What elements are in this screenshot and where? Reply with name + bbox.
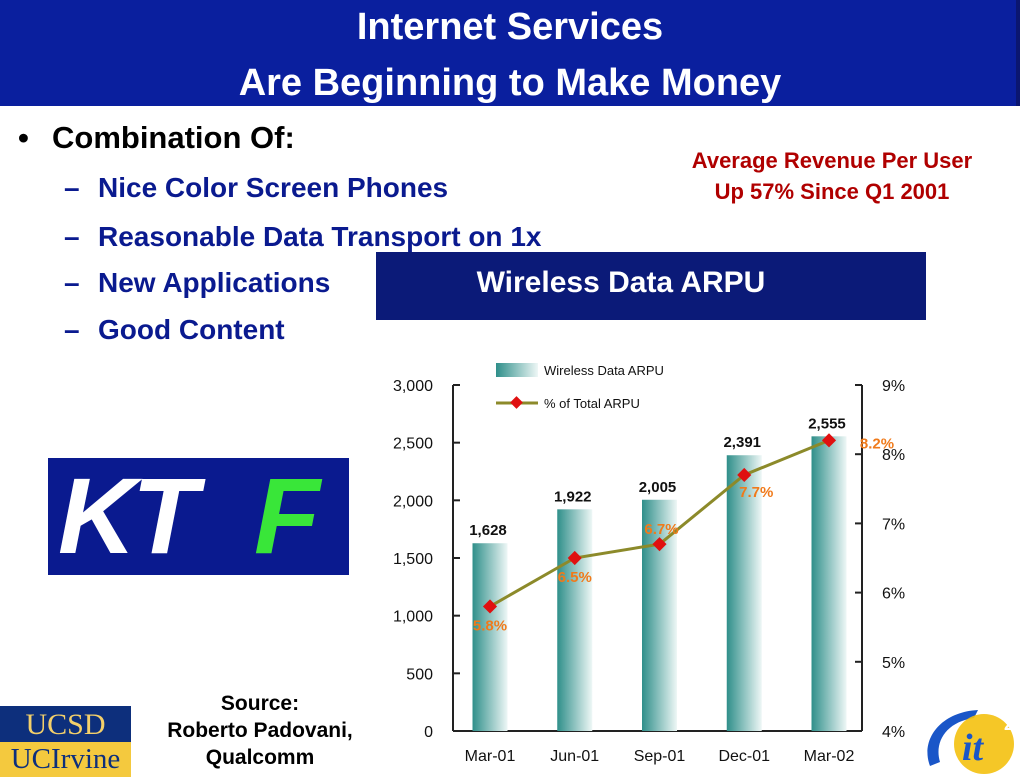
chart-banner: Wireless Data ARPU (376, 252, 926, 320)
bar-value-label: 2,391 (723, 434, 761, 451)
pct-value-label: 5.8% (473, 617, 507, 634)
slide-title-line2: Are Beginning to Make Money (238, 62, 782, 104)
y-tick-label-right: 9% (882, 378, 905, 395)
y-tick-label-left: 1,500 (393, 551, 433, 568)
pct-value-label: 7.7% (739, 484, 773, 501)
it2-circle-icon (954, 714, 1014, 774)
sub-bullet-text: New Applications (98, 267, 331, 298)
x-tick-label: Jun-01 (550, 748, 599, 765)
y-tick-label-right: 8% (882, 447, 905, 464)
source-line3: Qualcomm (205, 746, 315, 769)
y-tick-label-right: 5% (882, 655, 905, 672)
bar-value-label: 2,005 (639, 479, 677, 496)
ucirvine-logo: UCIrvine (0, 742, 131, 777)
it2-swoosh-icon (927, 710, 978, 766)
bar-value-label: 1,922 (554, 488, 592, 505)
ktf-logo: KT F (48, 458, 349, 575)
source-credit: Source: Roberto Padovani, Qualcomm (130, 690, 390, 771)
pct-value-label: 6.5% (558, 569, 592, 586)
slide-title-line1: Internet Services (356, 6, 664, 48)
y-tick-label-left: 3,000 (393, 378, 433, 395)
sub-bullet-text: Nice Color Screen Phones (98, 172, 449, 203)
y-tick-label-right: 7% (882, 516, 905, 533)
y-tick-label-left: 2,000 (393, 493, 433, 510)
arpu-note-line1: Average Revenue Per User (691, 148, 973, 173)
sub-bullet-dash: – (64, 221, 80, 252)
pct-point (652, 537, 667, 552)
pct-point (482, 599, 498, 614)
sub-bullet-dash: – (64, 267, 80, 298)
bar (557, 509, 593, 731)
bar-value-label: 2,555 (808, 415, 846, 432)
bar (472, 543, 508, 731)
sub-bullet-text: Good Content (98, 314, 285, 345)
title-bar: Internet Services Are Beginning to Make … (0, 0, 1020, 106)
y-tick-label-left: 500 (406, 666, 433, 683)
pct-point (821, 433, 837, 448)
x-tick-label: Dec-01 (718, 748, 770, 765)
legend-label-line: % of Total ARPU (544, 396, 640, 411)
it2-text: it (962, 727, 985, 769)
source-line1: Source: (220, 692, 300, 715)
bar-value-label: 1,628 (469, 522, 507, 539)
arpu-note-line2: Up 57% Since Q1 2001 (714, 179, 950, 204)
sub-bullet-dash: – (64, 314, 80, 345)
arpu-note: Average Revenue Per User Up 57% Since Q1… (640, 145, 1024, 207)
bullet-dot: • (18, 120, 29, 155)
bar (811, 436, 847, 731)
x-tick-label: Sep-01 (634, 748, 686, 765)
it2-logo: it 2 (927, 710, 1014, 774)
y-tick-label-left: 0 (424, 724, 433, 741)
ucsd-logo: UCSD (0, 706, 131, 742)
legend-label-bar: Wireless Data ARPU (544, 363, 664, 378)
y-tick-label-left: 1,000 (393, 609, 433, 626)
arpu-chart: 0 500 1,000 1,500 2,000 2,500 3,000 4% 5% 6% 7% 8% 9… (393, 363, 905, 765)
y-tick-label-right: 6% (882, 586, 905, 603)
ktf-logo-kt: KT (58, 455, 198, 576)
source-line2: Roberto Padovani, (167, 719, 353, 742)
bullet-main-text: Combination Of: (52, 120, 295, 155)
y-tick-label-right: 4% (882, 724, 905, 741)
legend-swatch-marker (510, 396, 523, 409)
legend-swatch-bar (496, 363, 538, 377)
chart-banner-title: Wireless Data ARPU (476, 266, 766, 299)
it2-sup: 2 (1004, 714, 1014, 734)
x-tick-label: Mar-02 (804, 748, 855, 765)
sub-bullet-text: Reasonable Data Transport on 1x (98, 221, 542, 252)
ktf-logo-f: F (254, 455, 320, 576)
y-tick-label-left: 2,500 (393, 436, 433, 453)
pct-point (737, 467, 752, 483)
bar (726, 455, 762, 731)
sub-bullet-dash: – (64, 172, 80, 203)
pct-point (567, 550, 582, 566)
pct-value-label: 8.2% (860, 435, 894, 452)
x-tick-label: Mar-01 (465, 748, 516, 765)
pct-value-label: 6.7% (644, 521, 678, 538)
